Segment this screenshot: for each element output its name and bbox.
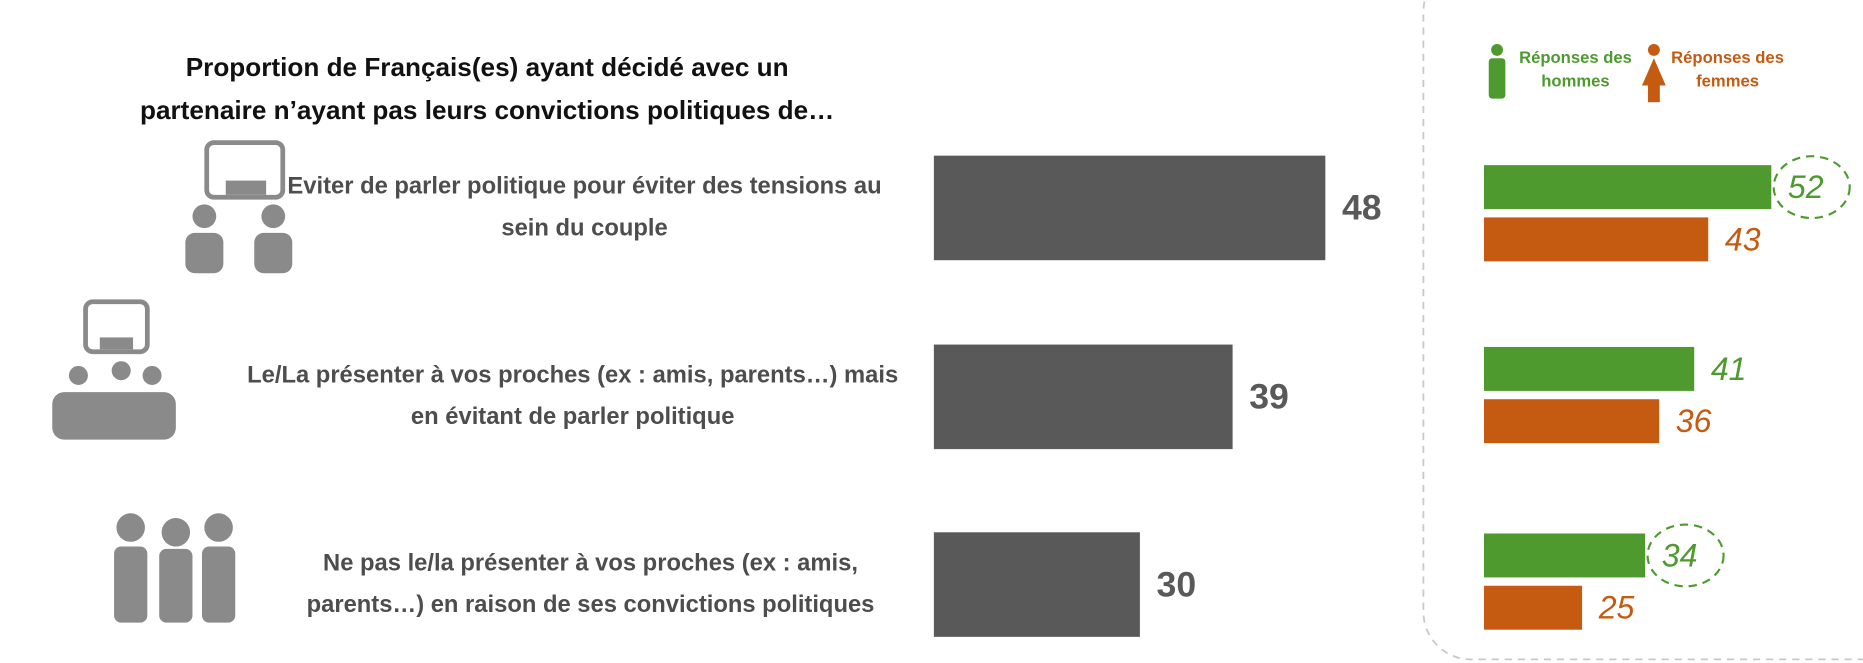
bar (933, 344, 1233, 450)
value-label: 39 (1249, 377, 1289, 417)
category-label: Eviter de parler politique pour éviter d… (287, 173, 882, 242)
highlight-circle (1772, 155, 1851, 220)
value-label: 34 (1662, 537, 1698, 573)
bar (1483, 346, 1695, 391)
bar (1483, 399, 1660, 444)
category-label: Le/La présenter à vos proches (ex : amis… (247, 362, 899, 431)
chart-title: Proportion de Français(es) ayant décidé … (185, 52, 789, 82)
value-label: 43 (1725, 221, 1761, 257)
bar (1483, 585, 1583, 630)
bar (1483, 217, 1709, 262)
value-label: 52 (1788, 169, 1824, 205)
highlight-circle (1646, 523, 1725, 588)
bar (1483, 165, 1772, 210)
value-label: 41 (1711, 351, 1747, 387)
value-label: 30 (1157, 564, 1197, 604)
legend-label: Réponses des femmes (1671, 47, 1784, 91)
legend-icons (1488, 43, 1666, 103)
icon-group (114, 513, 236, 623)
bar (933, 532, 1140, 637)
bar (1483, 533, 1646, 578)
value-label: 25 (1598, 590, 1635, 626)
chart-title: partenaire n’ayant pas leurs convictions… (139, 95, 835, 125)
bar (933, 155, 1326, 261)
value-label: 48 (1342, 188, 1382, 228)
legend-label: Réponses des hommes (1519, 47, 1632, 91)
value-label: 36 (1676, 403, 1712, 439)
category-label: Ne pas le/la présenter à vos proches (ex… (306, 550, 875, 618)
icon-family (52, 299, 176, 440)
icon-couple (185, 140, 293, 274)
